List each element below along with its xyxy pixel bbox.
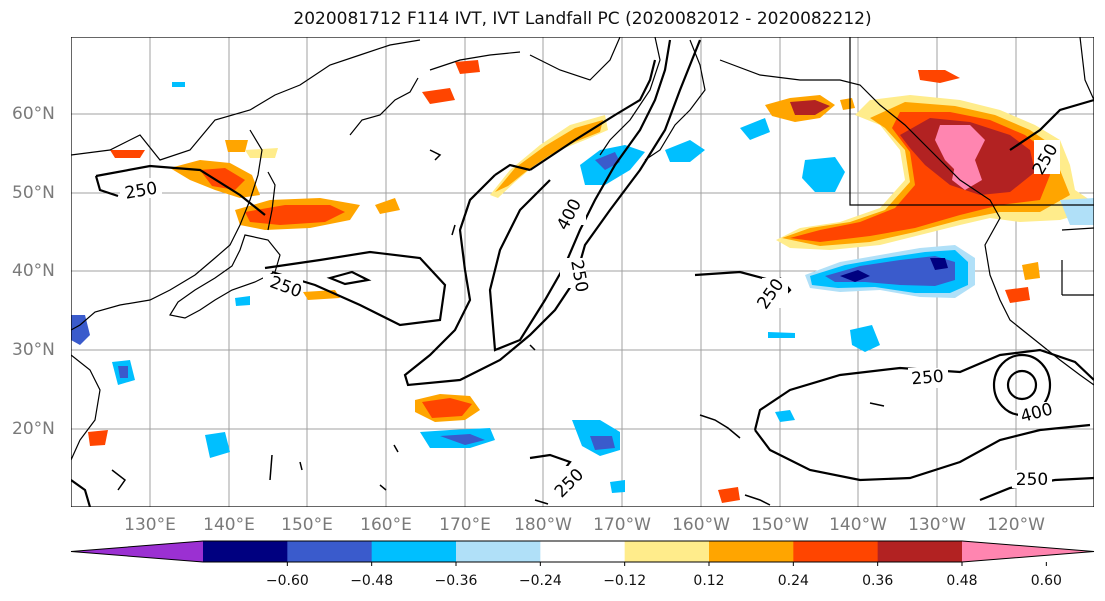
negative-ivt-anomaly-bering — [580, 118, 770, 185]
colorbar-segment — [203, 541, 288, 562]
colorbar-segment — [709, 541, 794, 562]
coastlines — [71, 37, 1094, 461]
colorbar-tick-label: 0.24 — [777, 573, 809, 589]
colorbar-tick-label: −0.12 — [603, 573, 647, 589]
colorbar-tick-label: −0.24 — [518, 573, 562, 589]
colorbar-segment — [793, 541, 879, 562]
lon-label-160e: 160°E — [360, 515, 412, 535]
lon-label-180w: 180°W — [514, 515, 572, 535]
colorbar-segment — [287, 541, 373, 562]
colorbar-tick-label: −0.60 — [265, 573, 309, 589]
colorbar-segment — [71, 541, 203, 562]
lon-label-120w: 120°W — [987, 515, 1045, 535]
lon-label-140e: 140°E — [203, 515, 255, 535]
positive-ivt-anomaly-gulf-of-alaska — [765, 70, 960, 122]
lon-label-150e: 150°E — [281, 515, 333, 535]
colorbar-outline — [70, 540, 1095, 563]
colorbar-segment — [371, 541, 457, 562]
negative-ivt-anomaly-west-pacific-small — [71, 82, 625, 493]
lon-label-130w: 130°W — [908, 515, 966, 535]
colorbar-tick-label: 0.36 — [862, 573, 894, 589]
lon-label-150w: 150°W — [751, 515, 809, 535]
colorbar-tick-label: 0.12 — [693, 573, 725, 589]
negative-ivt-anomaly-northeast-pacific-small — [768, 157, 1094, 422]
colorbar-segment — [456, 541, 541, 562]
map-title: 2020081712 F114 IVT, IVT Landfall PC (20… — [293, 9, 872, 29]
lat-label-60n: 60°N — [12, 104, 55, 124]
lat-label-50n: 50°N — [12, 183, 55, 203]
contour-label-250-southeast: 250 — [1016, 470, 1048, 490]
lon-label-140w: 140°W — [829, 515, 887, 535]
lon-label-170w: 170°W — [593, 515, 651, 535]
colorbar-segment — [877, 541, 963, 562]
lat-label-30n: 30°N — [12, 340, 55, 360]
contour-label-250-subtropical: 250 — [911, 367, 945, 390]
colorbar-tick-label: −0.36 — [434, 573, 478, 589]
lat-label-20n: 20°N — [12, 419, 55, 439]
lat-label-40n: 40°N — [12, 261, 55, 281]
negative-ivt-anomaly-central-pacific — [805, 245, 975, 298]
colorbar-segments — [71, 541, 1094, 562]
lon-label-170e: 170°E — [439, 515, 491, 535]
colorbar-tick-label: 0.48 — [946, 573, 978, 589]
lon-label-130e: 130°E — [124, 515, 176, 535]
colorbar-tick-label: −0.48 — [350, 573, 394, 589]
island-chains — [111, 149, 885, 506]
colorbar-segment — [624, 541, 710, 562]
colorbar-tick-label: 0.60 — [1030, 573, 1062, 589]
lon-label-160w: 160°W — [672, 515, 730, 535]
colorbar-segment — [540, 541, 626, 562]
positive-ivt-anomaly-northeast-pacific — [776, 95, 1094, 250]
colorbar-segment — [962, 541, 1094, 562]
